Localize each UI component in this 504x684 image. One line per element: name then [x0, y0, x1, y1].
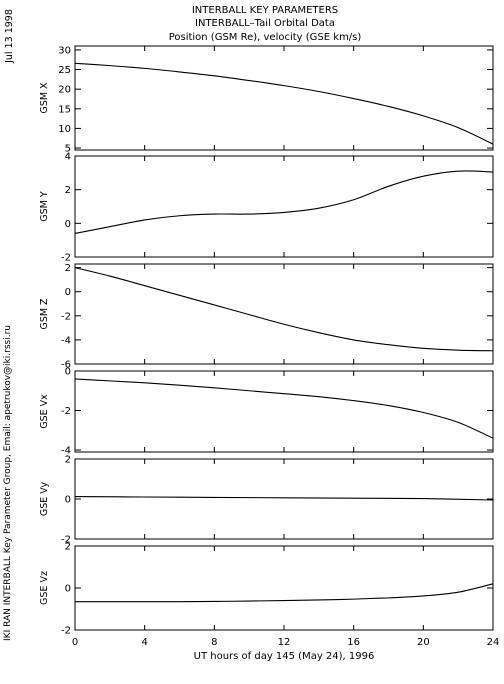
series-line	[74, 170, 494, 234]
y-axis-label: GSM Z	[39, 298, 50, 330]
x-tick-label: 8	[211, 637, 217, 648]
y-tick-label: 0	[65, 584, 71, 595]
panel-2: -2 0 2 4 GSM Y	[39, 152, 494, 264]
panel-5: -2 0 2 GSE Vy	[39, 455, 494, 546]
y-tick-label: 15	[58, 104, 71, 115]
y-tick-label: 30	[58, 45, 71, 56]
panel-1: 5 10 15 20 25 30 GSM X	[39, 45, 494, 155]
panel-frame	[74, 155, 494, 258]
y-tick-label: 10	[58, 124, 71, 135]
panel-4: -4 -2 0 GSE Vx	[39, 367, 494, 457]
y-tick-label: -2	[61, 406, 71, 417]
y-tick-label: 2	[65, 542, 71, 553]
panel-frame	[74, 45, 494, 151]
y-tick-label: 4	[65, 152, 71, 163]
y-axis-label: GSE Vy	[39, 481, 50, 516]
series-line	[75, 583, 494, 603]
panel-frame	[74, 545, 494, 631]
x-tick-label: 0	[72, 637, 78, 648]
panel-frame	[74, 370, 494, 453]
y-tick-label: 25	[58, 65, 71, 76]
y-tick-label: 0	[65, 495, 71, 506]
y-tick-label: -6	[61, 360, 71, 371]
y-tick-label: 20	[58, 85, 71, 96]
credit-label: IKI RAN INTERBALL Key Parameter Group, E…	[3, 325, 13, 641]
title-line-1: INTERBALL KEY PARAMETERS	[192, 5, 338, 16]
y-tick-label: 0	[65, 287, 71, 298]
y-axis-label: GSM X	[39, 82, 50, 114]
x-tick-label: 4	[141, 637, 147, 648]
series-line	[74, 62, 494, 145]
y-tick-label: -2	[61, 535, 71, 546]
y-tick-label: 0	[65, 219, 71, 230]
y-tick-label: -2	[61, 253, 71, 264]
y-tick-label: 5	[65, 144, 71, 155]
date-label: Jul 13 1998	[4, 9, 15, 64]
y-axis-label: GSE Vx	[39, 394, 50, 429]
series-line	[74, 496, 494, 501]
y-axis-label: GSE Vz	[39, 571, 50, 605]
y-tick-label: 2	[65, 263, 71, 274]
y-tick-label: -4	[61, 446, 71, 457]
y-tick-label: -2	[61, 311, 71, 322]
x-tick-label: 16	[347, 637, 360, 648]
x-tick-label: 12	[278, 637, 291, 648]
title-line-2: INTERBALL–Tail Orbital Data	[195, 18, 335, 29]
series-line	[74, 378, 494, 439]
x-tick-label: 24	[487, 637, 500, 648]
y-axis-label: GSM Y	[39, 191, 50, 222]
series-line	[74, 267, 494, 352]
y-tick-label: -4	[61, 335, 71, 346]
y-tick-label: 0	[65, 367, 71, 378]
x-tick-label: 20	[417, 637, 430, 648]
y-tick-label: 2	[65, 455, 71, 466]
panel-3: -6 -4 -2 0 2 GSM Z	[39, 263, 494, 371]
y-tick-label: 2	[65, 185, 71, 196]
y-tick-label: -2	[61, 626, 71, 637]
x-axis-label: UT hours of day 145 (May 24), 1996	[194, 651, 375, 662]
title-line-3: Position (GSM Re), velocity (GSE km/s)	[169, 32, 362, 43]
